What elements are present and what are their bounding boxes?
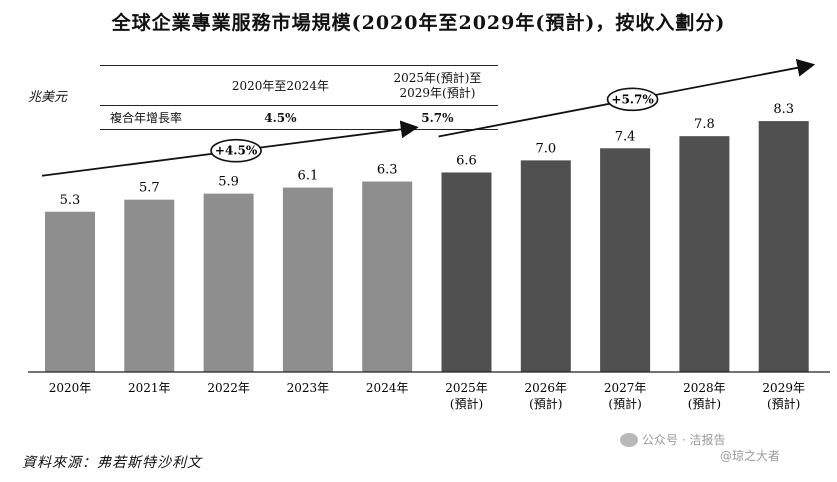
cagr-value-period2: 5.7% [421, 110, 454, 125]
data-label: 6.1 [298, 169, 319, 184]
bar [758, 121, 809, 373]
data-label: 6.6 [456, 153, 477, 168]
bar [520, 160, 571, 372]
x-tick-label: 2021年 [128, 381, 171, 395]
x-tick-label: 2025年 [445, 381, 488, 395]
data-label: 6.3 [377, 163, 398, 178]
cagr-table: 2020年至2024年 2025年(預計)至 2029年(預計) 複合年增長率 … [100, 65, 498, 130]
growth-label: +5.7% [611, 92, 654, 106]
cagr-value-period1: 4.5% [264, 110, 297, 125]
cagr-header-period2-line2: 2029年(預計) [399, 85, 476, 100]
x-tick-label: 2020年 [49, 381, 92, 395]
cagr-header-period2: 2025年(預計)至 2029年(預計) [377, 66, 498, 106]
bar [441, 172, 492, 372]
cagr-header-period1: 2020年至2024年 [231, 79, 329, 93]
bar [600, 148, 651, 372]
watermark-row: 公众号 · 洁报告 [620, 432, 780, 448]
data-label: 5.9 [218, 175, 239, 190]
x-tick-label: 2026年 [525, 381, 568, 395]
growth-badge [606, 87, 659, 112]
cagr-table-header-row: 2020年至2024年 2025年(預計)至 2029年(預計) [100, 65, 498, 106]
growth-label: +4.5% [215, 144, 258, 158]
cagr-header-period2-line1: 2025年(預計)至 [393, 70, 482, 85]
chart-title: 全球企業專業服務市場規模(2020年至2029年(預計)，按收入劃分) [111, 12, 726, 34]
x-tick-sublabel: (預計) [767, 396, 800, 411]
x-tick-sublabel: (預計) [529, 396, 562, 411]
bar [362, 181, 413, 372]
cagr-row-label: 複合年增長率 [110, 111, 183, 125]
x-tick-label: 2029年 [762, 381, 805, 395]
x-tick-sublabel: (預計) [608, 396, 641, 411]
x-tick-label: 2023年 [287, 381, 330, 395]
x-tick-label: 2024年 [366, 381, 409, 395]
x-tick-label: 2022年 [207, 381, 250, 395]
source-note: 資料來源：弗若斯特沙利文 [22, 455, 202, 471]
growth-badge [210, 138, 262, 163]
bar [203, 193, 254, 372]
data-label: 7.4 [615, 129, 636, 144]
data-label: 5.3 [60, 193, 81, 208]
wechat-logo-icon [620, 433, 638, 447]
cagr-table-row: 複合年增長率 4.5% 5.7% [100, 106, 498, 130]
data-label: 8.3 [773, 102, 794, 117]
data-label: 7.8 [694, 117, 715, 132]
unit-label: 兆美元 [28, 90, 68, 105]
watermark: 公众号 · 洁报告 @琼之大者 [620, 432, 780, 464]
x-tick-label: 2028年 [683, 381, 726, 395]
x-tick-label: 2027年 [604, 381, 647, 395]
data-label: 7.0 [535, 141, 556, 156]
bar [124, 199, 175, 372]
x-tick-sublabel: (預計) [450, 396, 483, 411]
bar [679, 136, 730, 372]
data-label: 5.7 [139, 181, 160, 196]
bar [45, 211, 95, 372]
x-tick-sublabel: (預計) [688, 396, 721, 411]
watermark-line1: 公众号 · 洁报告 [642, 433, 726, 447]
bar [282, 187, 333, 372]
watermark-line2: @琼之大者 [720, 449, 781, 463]
